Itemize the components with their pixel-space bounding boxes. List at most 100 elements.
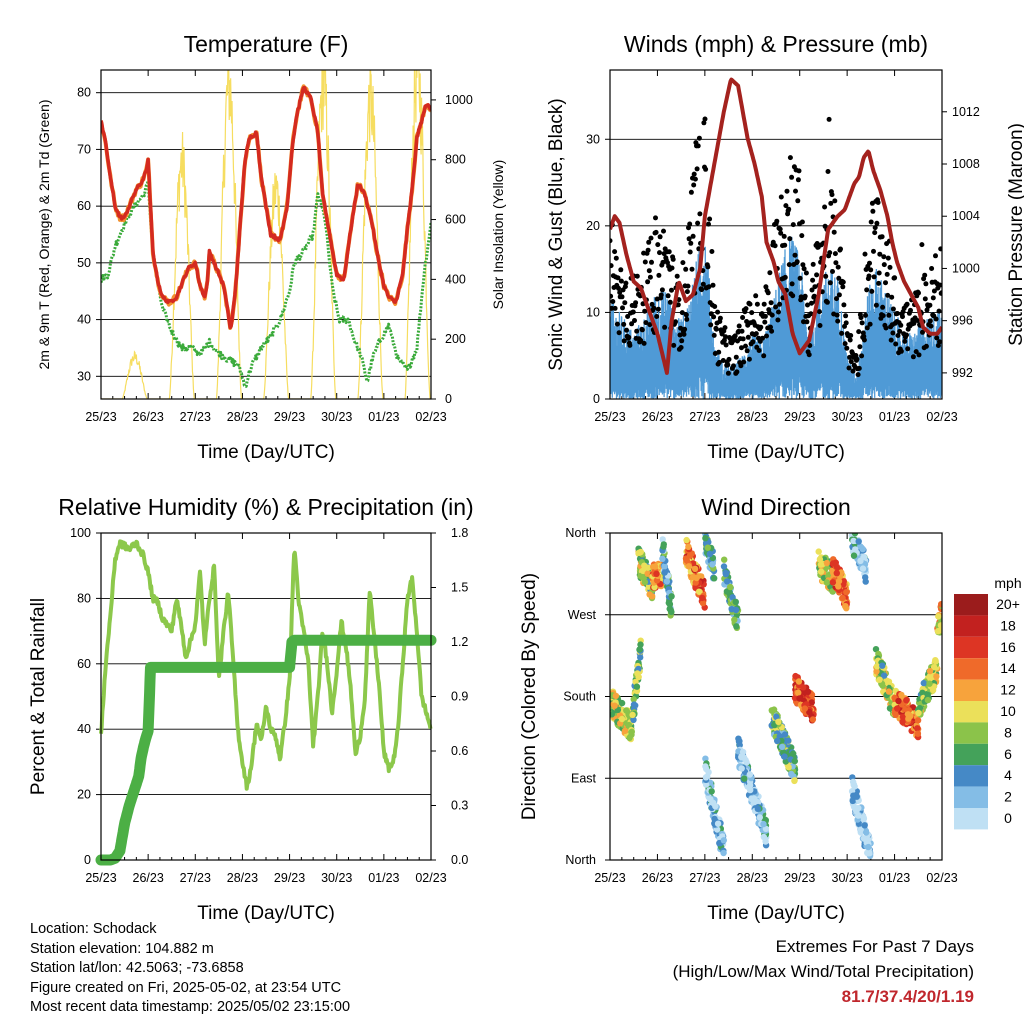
gust-point <box>905 346 911 352</box>
gust-point <box>621 338 627 344</box>
gust-point <box>694 166 700 172</box>
direction-point <box>756 814 763 821</box>
gust-point <box>790 293 796 299</box>
direction-point <box>795 678 803 685</box>
gust-point <box>711 314 717 320</box>
plot-border <box>609 532 943 861</box>
direction-point <box>880 672 888 679</box>
gust-point <box>913 349 919 355</box>
legend-swatch <box>954 722 988 744</box>
direction-point <box>916 705 923 712</box>
gust-point <box>618 267 624 273</box>
gust-point <box>642 308 648 314</box>
gust-point <box>784 188 790 194</box>
direction-point <box>610 711 615 718</box>
legend-label: 10 <box>1000 703 1016 719</box>
gust-point <box>688 189 694 195</box>
gust-point <box>835 318 841 324</box>
gust-point <box>923 281 929 287</box>
gust-point <box>720 358 726 363</box>
gust-point <box>692 176 698 182</box>
direction-point <box>835 577 843 585</box>
y2-tick-label: 1004 <box>952 209 980 223</box>
rh-line <box>99 539 433 791</box>
direction-point <box>850 537 857 545</box>
gust-point <box>613 255 619 261</box>
gust-point <box>746 356 752 362</box>
direction-point <box>709 561 716 568</box>
gust-point <box>653 215 658 221</box>
direction-point <box>873 668 880 675</box>
gust-point <box>670 256 676 262</box>
direction-point <box>691 565 699 572</box>
direction-point <box>723 588 731 595</box>
gust-point <box>847 337 853 343</box>
direction-point <box>773 713 780 720</box>
gust-point <box>866 273 872 279</box>
legend-swatch <box>954 679 988 701</box>
direction-point <box>930 664 938 671</box>
gust-point <box>691 182 697 188</box>
gust-point <box>641 340 647 346</box>
gust-point <box>661 228 666 234</box>
gust-point <box>816 309 822 315</box>
direction-point <box>817 568 825 575</box>
legend-swatch <box>954 786 988 808</box>
gust-point <box>895 333 901 338</box>
gust-point <box>778 230 784 236</box>
x-tick-label: 29/23 <box>784 871 815 885</box>
gust-point <box>697 211 703 217</box>
gust-point <box>894 311 900 316</box>
legend-swatch <box>954 808 988 830</box>
direction-point <box>612 692 620 700</box>
plot-border <box>100 532 432 861</box>
gust-point <box>874 220 880 226</box>
speed-legend: mph 20+ 18 16 14 12 10 8 6 4 2 0 <box>954 575 1022 830</box>
gust-point <box>629 321 635 327</box>
direction-point <box>851 533 859 537</box>
direction-point <box>699 594 706 602</box>
gust-point <box>679 338 685 344</box>
gust-point <box>847 354 853 360</box>
direction-point <box>927 675 934 682</box>
y-tick-label: 30 <box>77 369 91 383</box>
gust-point <box>639 327 645 333</box>
gust-point <box>665 293 671 299</box>
direction-point <box>914 730 922 737</box>
gust-point <box>768 324 773 330</box>
y2-tick-label: 1000 <box>952 261 980 275</box>
x-tick-label: 30/23 <box>321 871 352 885</box>
x-tick-label: 02/23 <box>926 871 957 885</box>
y2-tick-label: 1.2 <box>451 635 468 649</box>
direction-point <box>850 781 858 788</box>
direction-point <box>705 769 712 776</box>
gust-point <box>723 342 729 348</box>
x-tick-label: 25/23 <box>85 410 116 424</box>
gust-point <box>687 249 693 255</box>
direction-point <box>720 563 728 570</box>
direction-point <box>708 788 715 795</box>
direction-point <box>866 850 873 857</box>
direction-point <box>630 716 637 723</box>
direction-point <box>732 598 739 605</box>
direction-point <box>796 695 803 702</box>
y-axis-label: 2m & 9m T (Red, Orange) & 2m Td (Green) <box>36 100 52 370</box>
gust-point <box>630 309 636 315</box>
direction-point <box>833 570 840 577</box>
gust-point <box>615 275 621 281</box>
y2-tick-label: 1.8 <box>451 526 468 540</box>
gust-point <box>659 287 665 293</box>
direction-point <box>801 705 808 712</box>
gust-point <box>665 260 670 266</box>
direction-point <box>625 721 633 729</box>
gust-point <box>645 247 651 253</box>
direction-point <box>754 805 761 812</box>
gust-point <box>890 306 896 312</box>
gust-point <box>682 326 688 332</box>
direction-point <box>860 835 868 842</box>
legend-swatch <box>954 743 988 766</box>
legend-label: 18 <box>1000 617 1016 633</box>
gust-point <box>876 270 882 276</box>
direction-point <box>735 735 742 742</box>
